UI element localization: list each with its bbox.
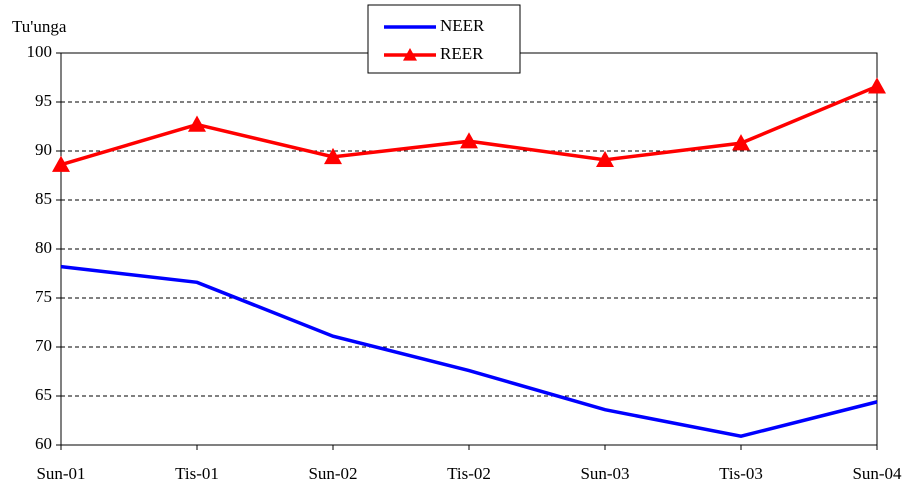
series-line [60,84,878,167]
x-tick-label: Tis-03 [719,464,763,483]
y-tick-label: 60 [35,434,52,453]
point-marker [460,132,478,149]
x-tick-label: Sun-02 [308,464,357,483]
y-tick-label: 80 [35,238,52,257]
point-marker [324,147,342,165]
y-tick-label: 75 [35,287,52,306]
series-line [60,264,878,438]
legend-label: NEER [440,16,485,35]
legend-marker [403,48,417,61]
point-marker [868,77,886,94]
y-tick-label: 90 [35,140,52,159]
legend-box [367,4,521,74]
point-marker [188,115,206,132]
point-marker [52,155,70,172]
x-tick-label: Tis-01 [175,464,219,483]
x-tick-label: Sun-01 [36,464,85,483]
x-tick-label: Tis-02 [447,464,491,483]
y-tick-label: 70 [35,336,52,355]
y-tick-label: 100 [27,42,53,61]
y-axis-title: Tu'unga [12,17,67,36]
legend-label: REER [440,44,484,63]
point-marker [596,150,614,168]
y-tick-label: 95 [35,91,52,110]
x-tick-label: Sun-04 [852,464,902,483]
x-tick-label: Sun-03 [580,464,629,483]
point-marker [732,134,750,151]
y-tick-label: 65 [35,385,52,404]
y-tick-label: 85 [35,189,52,208]
